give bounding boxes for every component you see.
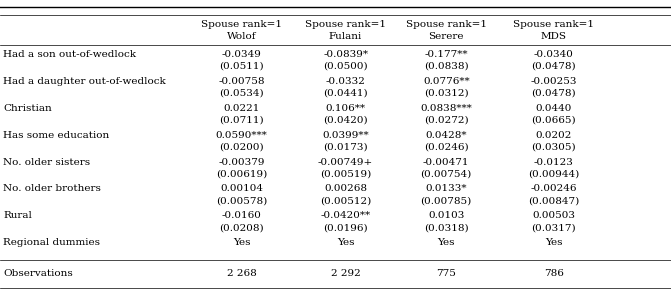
Text: 0.0838***: 0.0838*** <box>420 104 472 113</box>
Text: (0.00847): (0.00847) <box>528 197 579 206</box>
Text: -0.0340: -0.0340 <box>533 50 574 59</box>
Text: Serere: Serere <box>429 32 464 41</box>
Text: -0.0160: -0.0160 <box>221 212 262 220</box>
Text: -0.0420**: -0.0420** <box>321 212 370 220</box>
Text: 0.0428*: 0.0428* <box>425 131 467 139</box>
Text: No. older sisters: No. older sisters <box>3 158 91 166</box>
Text: (0.0208): (0.0208) <box>219 224 264 233</box>
Text: (0.0838): (0.0838) <box>424 62 468 71</box>
Text: (0.00519): (0.00519) <box>320 170 371 179</box>
Text: (0.00619): (0.00619) <box>216 170 267 179</box>
Text: (0.00578): (0.00578) <box>216 197 267 206</box>
Text: (0.0420): (0.0420) <box>323 116 368 125</box>
Text: Yes: Yes <box>337 239 354 247</box>
Text: -0.00471: -0.00471 <box>423 158 470 166</box>
Text: 2 292: 2 292 <box>331 269 360 278</box>
Text: Observations: Observations <box>3 269 73 278</box>
Text: (0.00754): (0.00754) <box>421 170 472 179</box>
Text: Yes: Yes <box>545 239 562 247</box>
Text: 0.106**: 0.106** <box>325 104 366 113</box>
Text: (0.0711): (0.0711) <box>219 116 264 125</box>
Text: Yes: Yes <box>233 239 250 247</box>
Text: 0.00268: 0.00268 <box>324 185 367 193</box>
Text: (0.0317): (0.0317) <box>531 224 576 233</box>
Text: -0.00758: -0.00758 <box>218 77 265 86</box>
Text: (0.00512): (0.00512) <box>320 197 371 206</box>
Text: 0.0202: 0.0202 <box>535 131 572 139</box>
Text: 775: 775 <box>436 269 456 278</box>
Text: -0.00246: -0.00246 <box>530 185 577 193</box>
Text: 0.0399**: 0.0399** <box>322 131 369 139</box>
Text: (0.0665): (0.0665) <box>531 116 576 125</box>
Text: -0.0839*: -0.0839* <box>323 50 368 59</box>
Text: (0.0246): (0.0246) <box>424 143 468 152</box>
Text: 2 268: 2 268 <box>227 269 256 278</box>
Text: Had a daughter out-of-wedlock: Had a daughter out-of-wedlock <box>3 77 166 86</box>
Text: (0.0511): (0.0511) <box>219 62 264 71</box>
Text: (0.0441): (0.0441) <box>323 89 368 98</box>
Text: (0.0534): (0.0534) <box>219 89 264 98</box>
Text: -0.177**: -0.177** <box>425 50 468 59</box>
Text: (0.0312): (0.0312) <box>424 89 468 98</box>
Text: (0.0318): (0.0318) <box>424 224 468 233</box>
Text: 0.00104: 0.00104 <box>220 185 263 193</box>
Text: 0.0440: 0.0440 <box>535 104 572 113</box>
Text: (0.0500): (0.0500) <box>323 62 368 71</box>
Text: Fulani: Fulani <box>329 32 362 41</box>
Text: Spouse rank=1: Spouse rank=1 <box>406 21 486 29</box>
Text: 0.0221: 0.0221 <box>223 104 260 113</box>
Text: (0.0478): (0.0478) <box>531 89 576 98</box>
Text: Christian: Christian <box>3 104 52 113</box>
Text: Had a son out-of-wedlock: Had a son out-of-wedlock <box>3 50 136 59</box>
Text: Spouse rank=1: Spouse rank=1 <box>201 21 282 29</box>
Text: -0.0332: -0.0332 <box>325 77 366 86</box>
Text: (0.0272): (0.0272) <box>424 116 468 125</box>
Text: -0.00379: -0.00379 <box>218 158 265 166</box>
Text: (0.0173): (0.0173) <box>323 143 368 152</box>
Text: (0.0305): (0.0305) <box>531 143 576 152</box>
Text: -0.00749+: -0.00749+ <box>318 158 373 166</box>
Text: Yes: Yes <box>437 239 455 247</box>
Text: 0.0103: 0.0103 <box>428 212 464 220</box>
Text: 0.0590***: 0.0590*** <box>215 131 268 139</box>
Text: (0.00944): (0.00944) <box>528 170 579 179</box>
Text: -0.0349: -0.0349 <box>221 50 262 59</box>
Text: No. older brothers: No. older brothers <box>3 185 101 193</box>
Text: (0.0196): (0.0196) <box>323 224 368 233</box>
Text: Regional dummies: Regional dummies <box>3 239 101 247</box>
Text: -0.0123: -0.0123 <box>533 158 574 166</box>
Text: (0.0200): (0.0200) <box>219 143 264 152</box>
Text: Spouse rank=1: Spouse rank=1 <box>513 21 594 29</box>
Text: Wolof: Wolof <box>227 32 256 41</box>
Text: 0.0133*: 0.0133* <box>425 185 467 193</box>
Text: -0.00253: -0.00253 <box>530 77 577 86</box>
Text: (0.00785): (0.00785) <box>421 197 472 206</box>
Text: 0.0776**: 0.0776** <box>423 77 470 86</box>
Text: 786: 786 <box>544 269 564 278</box>
Text: (0.0478): (0.0478) <box>531 62 576 71</box>
Text: Spouse rank=1: Spouse rank=1 <box>305 21 386 29</box>
Text: MDS: MDS <box>541 32 566 41</box>
Text: 0.00503: 0.00503 <box>532 212 575 220</box>
Text: Rural: Rural <box>3 212 32 220</box>
Text: Has some education: Has some education <box>3 131 109 139</box>
